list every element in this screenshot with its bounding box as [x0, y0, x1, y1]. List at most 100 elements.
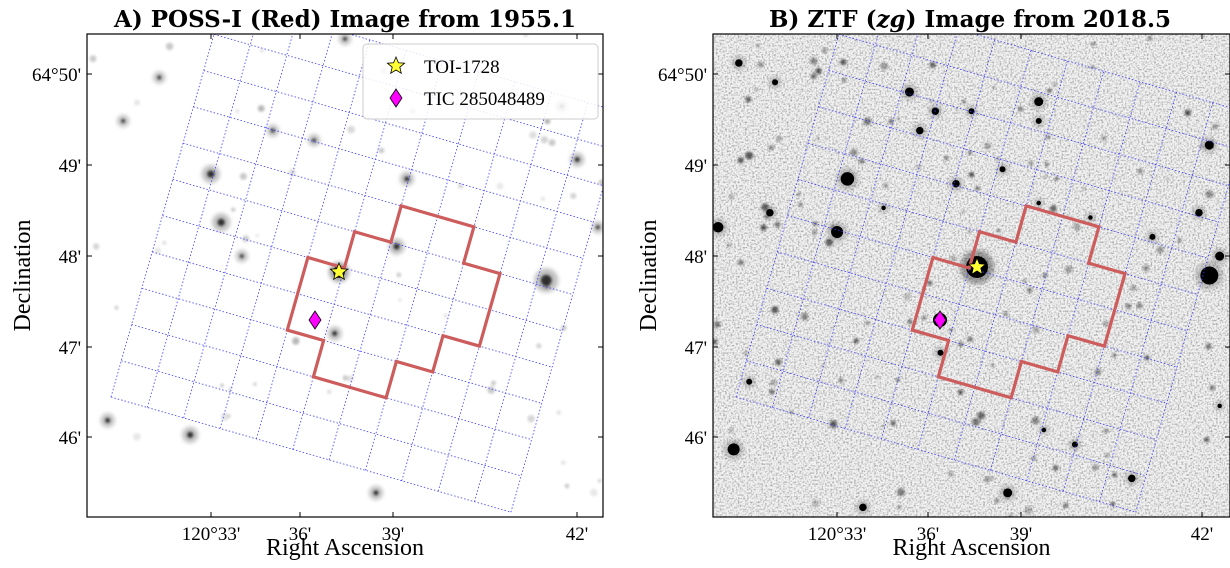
faint-source — [1049, 205, 1057, 213]
faint-source — [396, 272, 402, 278]
faint-source — [257, 105, 265, 112]
faint-source — [220, 412, 229, 421]
x-tick-label: 120°33' — [182, 524, 241, 545]
faint-source — [1102, 320, 1109, 327]
star — [904, 87, 914, 97]
faint-source — [961, 209, 966, 214]
star — [1088, 215, 1093, 220]
photometric-aperture — [285, 203, 502, 400]
faint-source — [524, 34, 528, 38]
y-tick-label: 48' — [685, 247, 707, 268]
faint-source — [1143, 265, 1150, 272]
faint-source — [1184, 109, 1192, 117]
star — [207, 170, 215, 178]
grid-line — [766, 287, 1167, 404]
faint-source — [259, 48, 265, 53]
grid-line — [746, 360, 1147, 477]
faint-source — [1103, 428, 1109, 434]
faint-source — [810, 73, 817, 80]
faint-source — [134, 99, 140, 106]
faint-source — [1112, 472, 1117, 478]
faint-source — [771, 306, 779, 314]
star — [1034, 97, 1044, 107]
star — [121, 119, 125, 123]
faint-source — [114, 305, 119, 310]
faint-source — [1136, 302, 1143, 309]
photometric-aperture — [910, 203, 1127, 400]
grid-line — [193, 106, 594, 223]
x-tick-label: 42' — [566, 524, 588, 545]
faint-source — [1212, 123, 1219, 130]
grid-line — [328, 60, 443, 460]
faint-source — [729, 428, 734, 433]
faint-source — [1205, 343, 1212, 350]
faint-source — [897, 488, 905, 497]
faint-source — [949, 328, 954, 332]
star — [312, 138, 316, 143]
faint-source — [745, 151, 754, 160]
star — [393, 243, 400, 250]
y-tick-label: 47' — [685, 338, 707, 359]
faint-source — [975, 186, 980, 191]
faint-source — [1156, 246, 1165, 254]
x-tick-label: 39' — [382, 524, 404, 545]
grid-line — [735, 34, 840, 398]
grid-line — [828, 70, 1229, 187]
faint-source — [774, 221, 781, 228]
faint-source — [443, 313, 448, 318]
grid-line — [183, 34, 294, 419]
faint-source — [812, 499, 820, 507]
faint-source — [863, 117, 872, 126]
star — [1035, 117, 1042, 124]
star — [105, 418, 111, 423]
faint-source — [713, 339, 718, 345]
star — [1204, 140, 1214, 150]
grid-line — [772, 34, 879, 408]
faint-source — [231, 207, 236, 212]
faint-source — [815, 67, 822, 75]
star — [1200, 266, 1219, 285]
grid-line — [401, 81, 516, 481]
faint-source — [540, 196, 546, 201]
star — [881, 205, 886, 211]
grid-line — [1099, 102, 1214, 502]
y-tick-label: 46' — [685, 428, 707, 449]
faint-source — [967, 230, 971, 234]
faint-source — [253, 382, 257, 386]
faint-source — [288, 168, 296, 177]
faint-source — [1092, 464, 1099, 471]
faint-source — [888, 119, 894, 124]
faint-source — [1024, 506, 1033, 515]
faint-source — [1063, 503, 1068, 509]
faint-source — [561, 325, 567, 331]
grid-line — [152, 251, 553, 368]
faint-source — [903, 293, 911, 301]
faint-source — [895, 377, 900, 382]
faint-source — [745, 96, 752, 103]
faint-source — [958, 341, 964, 347]
grid-line — [990, 71, 1105, 471]
faint-source — [342, 375, 348, 381]
faint-source — [947, 470, 954, 478]
tic-285048489-marker — [933, 310, 947, 330]
star — [1003, 488, 1013, 498]
y-axis-label: Declination — [10, 220, 36, 332]
faint-source — [239, 172, 247, 180]
faint-source — [1104, 453, 1110, 458]
x-axis-label: Right Ascension — [266, 535, 424, 561]
faint-source — [957, 389, 964, 395]
x-tick-label: 36' — [917, 524, 939, 545]
star — [1071, 441, 1078, 448]
grid-line — [213, 34, 603, 147]
star — [772, 79, 779, 86]
tess-pixel-grid — [735, 34, 1230, 513]
star — [373, 490, 379, 496]
faint-source — [812, 229, 817, 234]
faint-source — [1091, 42, 1096, 46]
faint-source — [255, 233, 259, 238]
faint-source — [944, 156, 949, 161]
faint-source — [992, 85, 996, 90]
legend-star-icon — [386, 55, 406, 75]
faint-source — [536, 343, 542, 349]
